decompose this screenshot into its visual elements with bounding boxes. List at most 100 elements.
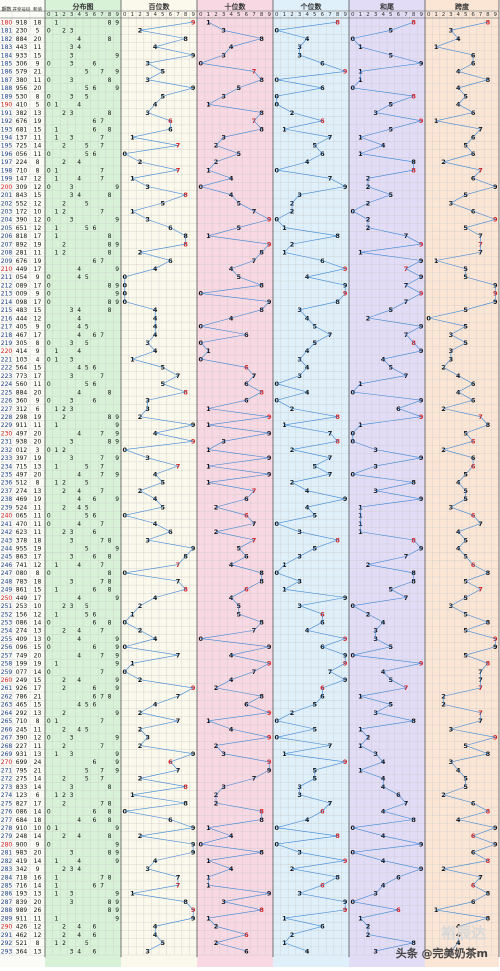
sum-value: 12 xyxy=(34,932,42,939)
draw-number: 227 xyxy=(16,743,28,750)
distribution-digit: 5 xyxy=(85,93,89,100)
distribution-digit: 5 xyxy=(85,940,89,947)
draw-number: 281 xyxy=(16,250,28,257)
draw-number: 795 xyxy=(16,767,28,774)
header-digit-shi: 3 xyxy=(222,12,226,18)
sum-value: 12 xyxy=(34,562,42,569)
distribution-digit: 9 xyxy=(115,241,119,248)
distribution-digit: 9 xyxy=(115,899,119,906)
hewei-digit: 9 xyxy=(419,840,424,848)
bai-digit: 5 xyxy=(161,479,166,487)
shi-digit: 3 xyxy=(221,27,226,35)
shi-digit: 6 xyxy=(244,947,249,955)
bai-digit: 9 xyxy=(191,438,196,446)
sum-value: 20 xyxy=(34,899,42,906)
distribution-digit: 1 xyxy=(54,463,58,470)
sum-value: 14 xyxy=(34,809,42,816)
header-digit-ge: 6 xyxy=(321,12,325,18)
issue-number: 202 xyxy=(1,200,13,207)
bai-digit: 3 xyxy=(145,109,150,117)
distribution-digit: 4 xyxy=(77,102,81,109)
header-fenbu: 分布图 xyxy=(73,2,94,11)
draw-number: 884 xyxy=(16,389,28,396)
header-digit-bai: 0 xyxy=(123,12,127,18)
draw-number: 449 xyxy=(16,266,28,273)
distribution-digit: 2 xyxy=(62,710,66,717)
bai-digit: 9 xyxy=(191,750,196,758)
hewei-digit: 9 xyxy=(419,495,424,503)
sum-value: 20 xyxy=(34,472,42,479)
kuadu-digit: 6 xyxy=(471,898,476,906)
distribution-digit: 8 xyxy=(108,282,112,289)
shi-digit: 4 xyxy=(229,832,234,840)
header-shi: 十位数 xyxy=(225,2,247,11)
distribution-digit: 6 xyxy=(92,529,96,536)
shi-digit: 8 xyxy=(259,125,264,133)
distribution-digit: 7 xyxy=(100,488,104,495)
distribution-digit: 3 xyxy=(70,529,74,536)
sum-value: 17 xyxy=(34,299,42,306)
sum-value: 13 xyxy=(34,110,42,117)
distribution-digit: 6 xyxy=(92,587,96,594)
distribution-digit: 5 xyxy=(85,480,89,487)
distribution-digit: 4 xyxy=(77,348,81,355)
kuadu-digit: 5 xyxy=(463,323,468,331)
distribution-digit: 1 xyxy=(54,883,58,890)
kuadu-digit: 9 xyxy=(493,216,498,224)
distribution-digit: 2 xyxy=(62,940,66,947)
issue-number: 256 xyxy=(1,644,13,651)
draw-number: 312 xyxy=(16,406,28,413)
distribution-digit: 4 xyxy=(77,488,81,495)
issue-number: 293 xyxy=(1,948,13,955)
sum-value: 11 xyxy=(34,381,42,388)
distribution-digit: 1 xyxy=(54,611,58,618)
distribution-digit: 8 xyxy=(108,299,112,306)
distribution-digit: 9 xyxy=(115,282,119,289)
hewei-digit: 8 xyxy=(411,717,416,725)
hewei-digit: 5 xyxy=(389,701,394,709)
hewei-digit: 9 xyxy=(419,660,424,668)
distribution-digit: 4 xyxy=(77,36,81,43)
header-digit-fenbu: 7 xyxy=(100,12,104,18)
draw-number: 699 xyxy=(16,759,28,766)
distribution-digit: 2 xyxy=(62,677,66,684)
header-sum: 和值 xyxy=(33,6,42,13)
distribution-digit: 1 xyxy=(54,661,58,668)
header-digit-hewei: 4 xyxy=(381,12,385,18)
distribution-digit: 3 xyxy=(70,192,74,199)
bai-digit: 9 xyxy=(191,914,196,922)
distribution-digit: 0 xyxy=(47,356,51,363)
bai-digit: 6 xyxy=(168,125,173,133)
distribution-digit: 8 xyxy=(108,578,112,585)
draw-number: 123 xyxy=(16,792,28,799)
hewei-digit: 4 xyxy=(381,758,386,766)
distribution-digit: 6 xyxy=(92,932,96,939)
header-digit-hewei: 2 xyxy=(366,12,370,18)
hewei-digit: 7 xyxy=(404,594,409,602)
distribution-digit: 1 xyxy=(54,250,58,257)
issue-number: 228 xyxy=(1,414,13,421)
draw-number: 009 xyxy=(16,291,28,298)
distribution-digit: 3 xyxy=(70,217,74,224)
distribution-digit: 0 xyxy=(47,718,51,725)
distribution-digit: 4 xyxy=(77,817,81,824)
distribution-digit: 1 xyxy=(54,208,58,215)
ge-digit: 6 xyxy=(320,808,325,816)
sum-value: 20 xyxy=(34,850,42,857)
hewei-digit: 9 xyxy=(419,117,424,125)
header-digit-shi: 6 xyxy=(245,12,249,18)
issue-number: 282 xyxy=(1,858,13,865)
draw-number: 564 xyxy=(16,365,28,372)
ge-digit: 9 xyxy=(343,594,348,602)
draw-number: 444 xyxy=(16,315,28,322)
sum-value: 11 xyxy=(34,44,42,51)
distribution-digit: 8 xyxy=(108,241,112,248)
distribution-digit: 8 xyxy=(108,570,112,577)
header-digit-fenbu: 1 xyxy=(55,12,59,18)
distribution-digit: 4 xyxy=(77,702,81,709)
distribution-digit: 0 xyxy=(47,735,51,742)
issue-number: 283 xyxy=(1,866,13,873)
issue-number: 180 xyxy=(1,19,13,26)
distribution-digit: 1 xyxy=(54,19,58,26)
distribution-digit: 0 xyxy=(47,217,51,224)
